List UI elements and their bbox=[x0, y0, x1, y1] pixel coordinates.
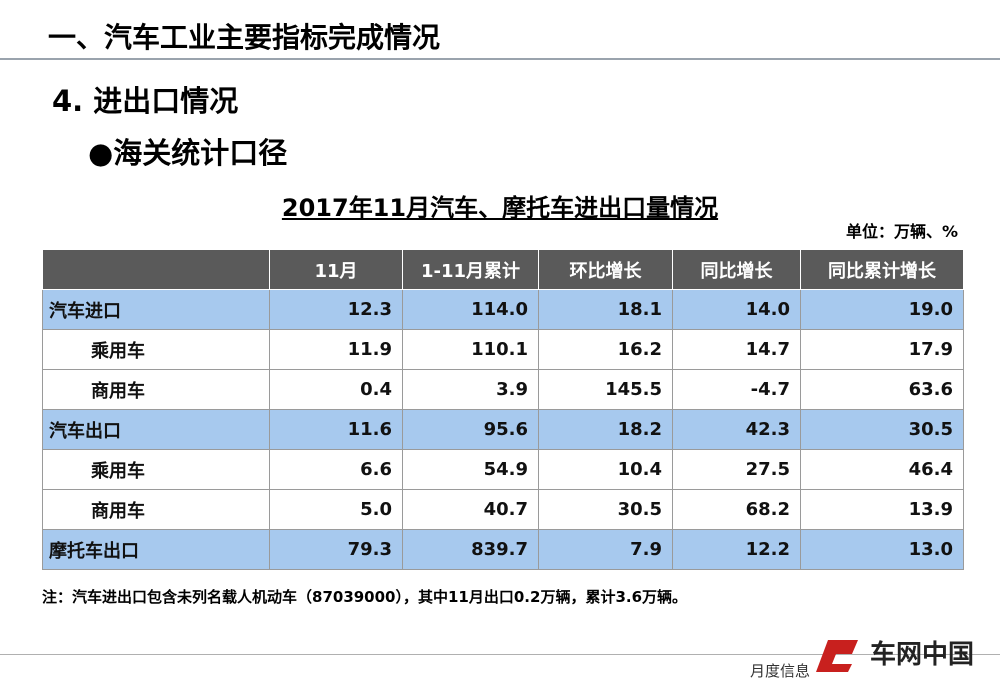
table-row: 摩托车出口 79.3 839.7 7.9 12.2 13.0 bbox=[42, 529, 964, 570]
cell: 27.5 bbox=[672, 449, 801, 490]
logo-icon bbox=[816, 640, 858, 672]
column-header: 环比增长 bbox=[538, 249, 673, 290]
header-rule bbox=[0, 58, 1000, 60]
table-row: 商用车 5.0 40.7 30.5 68.2 13.9 bbox=[42, 489, 964, 530]
logo-text: 车网中国 bbox=[870, 640, 975, 670]
row-label: 汽车进口 bbox=[42, 289, 270, 330]
cell: 18.1 bbox=[538, 289, 673, 330]
cell: 18.2 bbox=[538, 409, 673, 450]
cell: 30.5 bbox=[538, 489, 673, 530]
cell: 95.6 bbox=[402, 409, 539, 450]
footer-text: 月度信息 bbox=[750, 662, 811, 680]
column-header: 同比增长 bbox=[672, 249, 801, 290]
cell: 13.0 bbox=[800, 529, 964, 570]
cell: 54.9 bbox=[402, 449, 539, 490]
cell: 12.3 bbox=[269, 289, 403, 330]
cell: 11.9 bbox=[269, 329, 403, 370]
cell: 7.9 bbox=[538, 529, 673, 570]
cell: 114.0 bbox=[402, 289, 539, 330]
row-label: 汽车出口 bbox=[42, 409, 270, 450]
row-label: 乘用车 bbox=[42, 449, 270, 490]
row-label: 乘用车 bbox=[42, 329, 270, 370]
cell: 12.2 bbox=[672, 529, 801, 570]
table-row: 商用车 0.4 3.9 145.5 -4.7 63.6 bbox=[42, 369, 964, 410]
cell: 19.0 bbox=[800, 289, 964, 330]
cell: 145.5 bbox=[538, 369, 673, 410]
table-row: 乘用车 11.9 110.1 16.2 14.7 17.9 bbox=[42, 329, 964, 370]
column-header: 同比累计增长 bbox=[800, 249, 964, 290]
cell: 79.3 bbox=[269, 529, 403, 570]
cell: 14.7 bbox=[672, 329, 801, 370]
row-label: 摩托车出口 bbox=[42, 529, 270, 570]
cell: 16.2 bbox=[538, 329, 673, 370]
cell: 30.5 bbox=[800, 409, 964, 450]
note: 注：汽车进出口包含未列名载人机动车（87039000），其中11月出口0.2万辆… bbox=[42, 588, 688, 606]
cell: 11.6 bbox=[269, 409, 403, 450]
cell: 17.9 bbox=[800, 329, 964, 370]
header-title: 一、汽车工业主要指标完成情况 bbox=[48, 21, 441, 54]
cell: 14.0 bbox=[672, 289, 801, 330]
section-subtitle: ●海关统计口径 bbox=[88, 136, 288, 170]
data-table: 11月 1-11月累计 环比增长 同比增长 同比累计增长 汽车进口 12.3 114.0 18.… bbox=[42, 249, 964, 570]
cell: 839.7 bbox=[402, 529, 539, 570]
cell: 63.6 bbox=[800, 369, 964, 410]
footer-rule bbox=[0, 654, 1000, 655]
row-label: 商用车 bbox=[42, 489, 270, 530]
cell: 40.7 bbox=[402, 489, 539, 530]
column-header: 11月 bbox=[269, 249, 403, 290]
table-unit: 单位：万辆、% bbox=[845, 222, 958, 241]
table-row: 乘用车 6.6 54.9 10.4 27.5 46.4 bbox=[42, 449, 964, 490]
cell: 13.9 bbox=[800, 489, 964, 530]
cell: 6.6 bbox=[269, 449, 403, 490]
section-title: 4. 进出口情况 bbox=[52, 84, 239, 118]
table-title: 2017年11月汽车、摩托车进出口量情况 bbox=[281, 194, 719, 222]
cell: 46.4 bbox=[800, 449, 964, 490]
cell: 68.2 bbox=[672, 489, 801, 530]
cell: 42.3 bbox=[672, 409, 801, 450]
table-row: 汽车出口 11.6 95.6 18.2 42.3 30.5 bbox=[42, 409, 964, 450]
cell: 3.9 bbox=[402, 369, 539, 410]
column-header bbox=[42, 249, 270, 290]
header-row: 11月 1-11月累计 环比增长 同比增长 同比累计增长 bbox=[42, 249, 964, 290]
cell: -4.7 bbox=[672, 369, 801, 410]
table-row: 汽车进口 12.3 114.0 18.1 14.0 19.0 bbox=[42, 289, 964, 330]
cell: 110.1 bbox=[402, 329, 539, 370]
cell: 10.4 bbox=[538, 449, 673, 490]
cell: 0.4 bbox=[269, 369, 403, 410]
column-header: 1-11月累计 bbox=[402, 249, 539, 290]
row-label: 商用车 bbox=[42, 369, 270, 410]
cell: 5.0 bbox=[269, 489, 403, 530]
